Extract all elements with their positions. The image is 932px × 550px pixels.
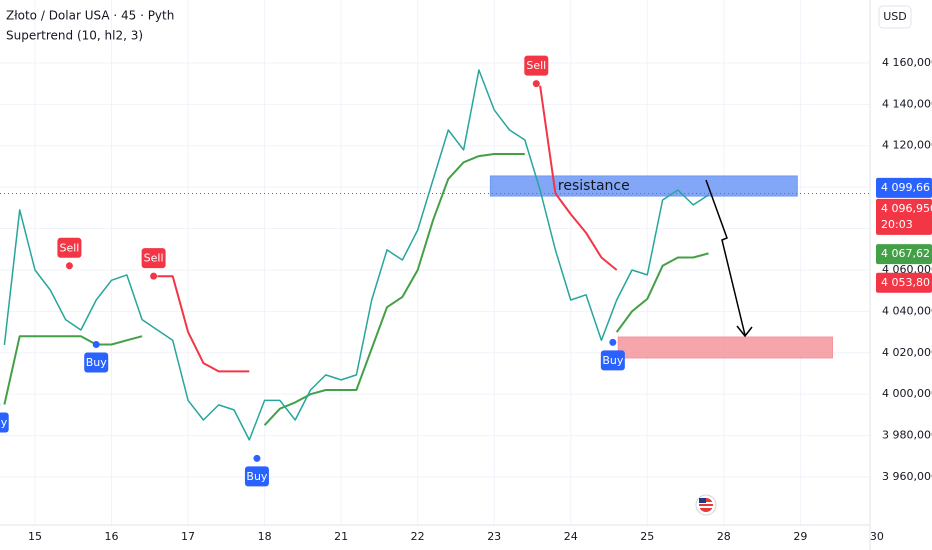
x-tick-label: 23 [487,530,501,543]
price-tag [876,244,932,265]
y-tick-label: 4 140,000 [882,97,932,110]
price-tag-label: 4 099,66 [881,181,930,194]
price-tag-label: 4 053,80 [881,276,930,289]
chart-title: Złoto / Dolar USA · 45 · Pyth [6,9,174,23]
x-tick-label: 22 [411,530,425,543]
y-tick-label: 4 060,000 [882,263,932,276]
x-tick-label: 28 [717,530,731,543]
signal-point [92,340,100,348]
y-tick-label: 4 040,000 [882,304,932,317]
y-tick-label: 4 120,000 [882,139,932,152]
price-tag-label: 4 096,950 [881,202,932,215]
signal-point [532,80,540,88]
price-tag [876,272,932,293]
signal-point [253,454,261,462]
signal-label: Buy [0,416,8,429]
plot-area: resistance Buy Sell Buy Sell Buy Sell Buy [0,0,878,525]
arrow-head [736,325,753,338]
signal-label: Sell [59,241,79,254]
price-tag [876,198,932,235]
x-tick-label: 21 [334,530,348,543]
forecast-arrow [705,179,746,336]
signal-point [150,272,158,280]
signal-box [600,350,625,371]
signal-box [84,352,109,373]
x-tick-label: 25 [640,530,654,543]
zone [489,175,798,197]
signal-label: Sell [144,252,164,265]
indicator-label: Supertrend (10, hl2, 3) [6,29,143,43]
y-tick-label: 4 000,000 [882,387,932,400]
price-tag [876,177,932,198]
signal-label: Buy [246,470,268,483]
signal-box [524,55,549,76]
zone-label: resistance [558,178,630,194]
currency[interactable]: USD [883,10,907,23]
y-tick-label: 3 980,000 [882,429,932,442]
supertrend-down [157,85,618,373]
price-tag-label: 4 067,62 [881,247,930,260]
currency-button[interactable] [878,5,912,29]
price-tag-countdown: 20:03 [881,218,913,231]
axis-labels: 3 960,000 3 980,000 4 000,000 4 020,000 4 04… [28,56,932,543]
signal-label: Buy [602,354,624,367]
signal-box [244,466,269,487]
x-tick-label: 29 [793,530,807,543]
y-tick-label: 4 020,000 [882,346,932,359]
signal-point [609,338,617,346]
x-tick-label: 18 [258,530,272,543]
zone [617,336,833,359]
signal-box [57,237,82,258]
signal-label: Sell [526,59,546,72]
x-tick-label: 16 [105,530,119,543]
y-tick-label: 4 160,000 [882,56,932,69]
x-tick-label: 15 [28,530,42,543]
signal-label: Buy [86,356,108,369]
signal-box [141,248,166,269]
x-tick-label: 30 [870,530,884,543]
y-tick-label: 3 960,000 [882,470,932,483]
flag-icon [695,494,717,516]
time-axis [0,525,870,550]
signal-point [65,262,73,270]
x-tick-label: 17 [181,530,195,543]
signal-box [0,412,9,433]
price-line [3,69,709,441]
x-tick-label: 24 [564,530,578,543]
